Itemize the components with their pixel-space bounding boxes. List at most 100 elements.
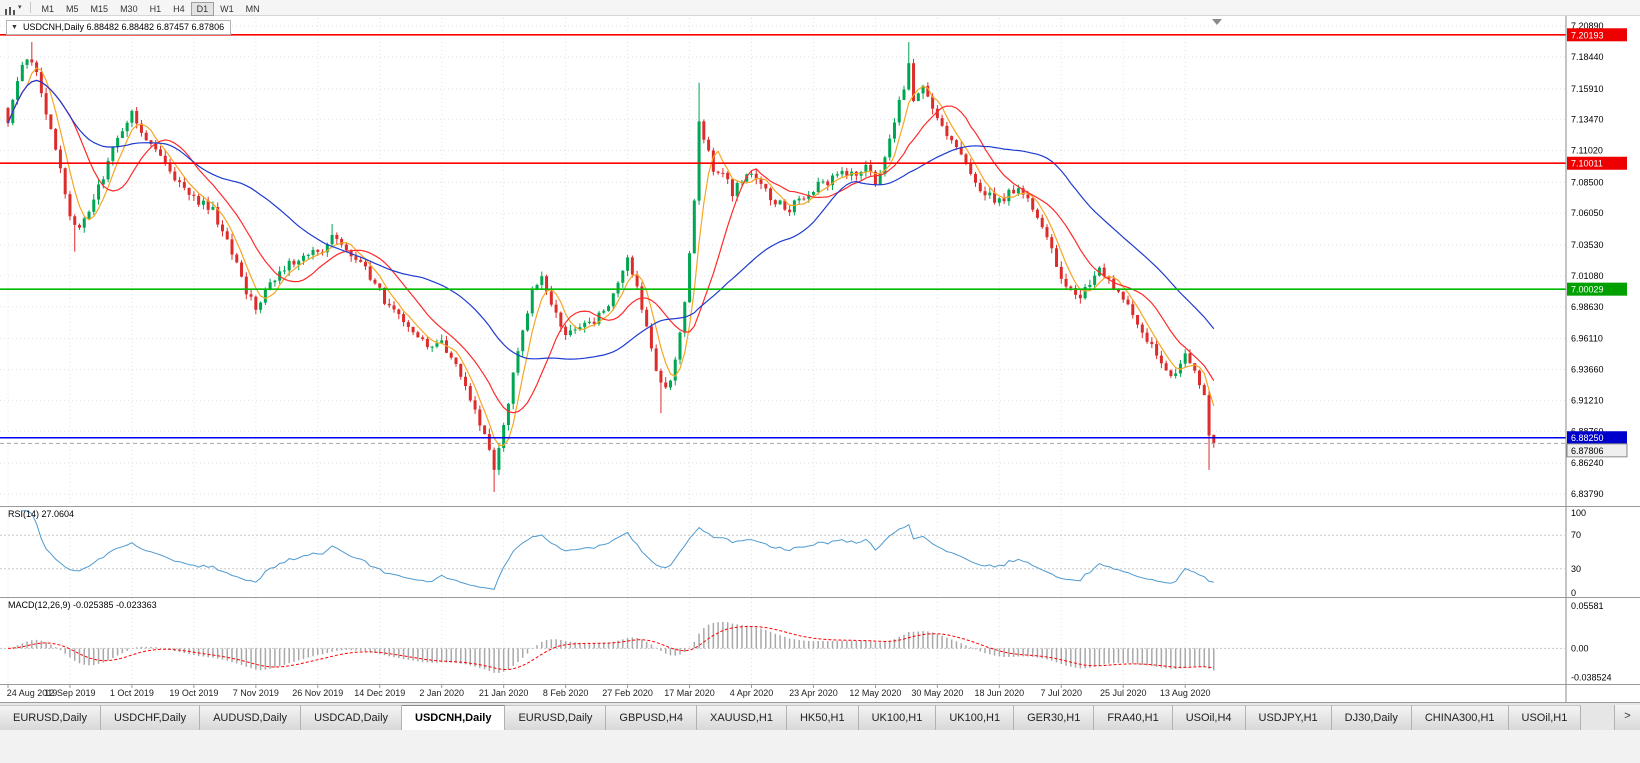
chart-tab-usdchf-daily[interactable]: USDCHF,Daily xyxy=(100,705,201,730)
timeframe-buttons: M1 M5 M15 M30 H1 H4 D1 W1 MN xyxy=(36,0,266,17)
macd-signal-line xyxy=(7,626,1214,670)
timeframe-mn-button[interactable]: MN xyxy=(240,2,266,16)
svg-text:7 Jul 2020: 7 Jul 2020 xyxy=(1041,688,1083,698)
rsi-header-label: RSI(14) 27.0604 xyxy=(8,509,74,519)
symbol-ohlc-text: USDCNH,Daily 6.88482 6.88482 6.87457 6.8… xyxy=(22,22,225,32)
svg-text:7.11020: 7.11020 xyxy=(1571,146,1603,156)
price-chart-canvas[interactable]: 7.20890 7.18440 7.15910 7.13470 7.11020 7.085… xyxy=(0,16,1640,702)
chart-tab-bar: EURUSD,Daily USDCHF,Daily AUDUSD,Daily USDC… xyxy=(0,702,1640,730)
chart-tabs: EURUSD,Daily USDCHF,Daily AUDUSD,Daily USDC… xyxy=(0,705,1614,730)
macd-panel: MACD(12,26,9) -0.025385 -0.023363 0.05581… xyxy=(0,597,1640,682)
price-axis[interactable]: 7.20890 7.18440 7.15910 7.13470 7.11020 7.085… xyxy=(1565,16,1640,702)
svg-text:1 Oct 2019: 1 Oct 2019 xyxy=(110,688,154,698)
chart-tab-usdjpy-h1[interactable]: USDJPY,H1 xyxy=(1245,705,1332,730)
svg-text:17 Mar 2020: 17 Mar 2020 xyxy=(664,688,715,698)
svg-text:7 Nov 2019: 7 Nov 2019 xyxy=(233,688,279,698)
chart-tab-china300-h1[interactable]: CHINA300,H1 xyxy=(1411,705,1509,730)
svg-text:7.13470: 7.13470 xyxy=(1571,115,1604,125)
svg-text:0.00: 0.00 xyxy=(1571,643,1589,653)
svg-text:8 Feb 2020: 8 Feb 2020 xyxy=(543,688,589,698)
svg-text:4 Apr 2020: 4 Apr 2020 xyxy=(730,688,774,698)
chart-tab-hk50-h1[interactable]: HK50,H1 xyxy=(786,705,859,730)
chart-tab-dj30-daily[interactable]: DJ30,Daily xyxy=(1331,705,1412,730)
svg-text:7.03530: 7.03530 xyxy=(1571,240,1604,250)
svg-text:0: 0 xyxy=(1571,588,1576,598)
svg-text:21 Jan 2020: 21 Jan 2020 xyxy=(479,688,529,698)
timeframe-toolbar: ▾ M1 M5 M15 M30 H1 H4 D1 W1 MN xyxy=(0,0,1640,16)
timeframe-h1-button[interactable]: H1 xyxy=(144,2,168,16)
svg-text:0.05581: 0.05581 xyxy=(1571,601,1604,611)
svg-text:7.06050: 7.06050 xyxy=(1571,208,1604,218)
svg-text:6.88250: 6.88250 xyxy=(1571,433,1604,443)
svg-text:-0.038524: -0.038524 xyxy=(1571,672,1612,682)
chart-tab-usdcnh-daily[interactable]: USDCNH,Daily xyxy=(402,705,506,730)
medium-ma-line xyxy=(7,79,1215,414)
window-bottom-strip xyxy=(0,730,1640,763)
chart-shift-marker[interactable] xyxy=(1212,19,1222,25)
candlesticks xyxy=(6,42,1216,492)
one-click-trading-expander[interactable]: ▼ xyxy=(11,24,18,31)
svg-text:7.20890: 7.20890 xyxy=(1571,21,1604,31)
svg-text:6.91210: 6.91210 xyxy=(1571,395,1604,405)
svg-text:19 Oct 2019: 19 Oct 2019 xyxy=(169,688,218,698)
svg-text:30 May 2020: 30 May 2020 xyxy=(911,688,963,698)
chart-tab-usoil-h4[interactable]: USOil,H4 xyxy=(1172,705,1246,730)
chart-tab-uk100-h1[interactable]: UK100,H1 xyxy=(936,705,1015,730)
price-badge-7.00029: 7.00029 xyxy=(1567,282,1627,296)
chart-tab-uk100-h1[interactable]: UK100,H1 xyxy=(858,705,937,730)
svg-text:14 Dec 2019: 14 Dec 2019 xyxy=(354,688,405,698)
price-badge-6.88250: 6.88250 xyxy=(1567,431,1627,445)
svg-text:6.93660: 6.93660 xyxy=(1571,364,1604,374)
symbol-ohlc-header: ▼ USDCNH,Daily 6.88482 6.88482 6.87457 6… xyxy=(6,20,232,35)
svg-text:7.10011: 7.10011 xyxy=(1571,159,1603,169)
price-badge-7.20193: 7.20193 xyxy=(1567,28,1627,42)
chart-tab-gbpusd-h4[interactable]: GBPUSD,H4 xyxy=(606,705,697,730)
chart-background xyxy=(0,16,1640,702)
svg-text:18 Jun 2020: 18 Jun 2020 xyxy=(975,688,1025,698)
svg-text:7.20193: 7.20193 xyxy=(1571,30,1604,40)
svg-text:6.98630: 6.98630 xyxy=(1571,302,1604,312)
slow-ma-line xyxy=(7,79,1215,360)
timeframe-m15-button[interactable]: M15 xyxy=(85,2,115,16)
svg-text:7.18440: 7.18440 xyxy=(1571,52,1604,62)
timeframe-h4-button[interactable]: H4 xyxy=(167,2,191,16)
chart-tab-xauusd-h1[interactable]: XAUUSD,H1 xyxy=(696,705,787,730)
svg-text:2 Jan 2020: 2 Jan 2020 xyxy=(419,688,464,698)
timeframe-w1-button[interactable]: W1 xyxy=(214,2,240,16)
chart-tab-ger30-h1[interactable]: GER30,H1 xyxy=(1014,705,1095,730)
tab-scroll-right-button[interactable]: > xyxy=(1614,705,1640,730)
price-badge-7.10011: 7.10011 xyxy=(1567,156,1627,170)
timeframe-m30-button[interactable]: M30 xyxy=(114,2,144,16)
chart-tab-usdcad-daily[interactable]: USDCAD,Daily xyxy=(301,705,403,730)
chart-area: 7.20890 7.18440 7.15910 7.13470 7.11020 7.085… xyxy=(0,16,1640,702)
chart-type-icon[interactable] xyxy=(4,3,16,15)
rsi-line xyxy=(22,510,1214,590)
svg-text:7.15910: 7.15910 xyxy=(1571,84,1604,94)
chart-tab-fra40-h1[interactable]: FRA40,H1 xyxy=(1094,705,1173,730)
toolbar-separator xyxy=(29,2,31,13)
chart-tab-eurusd-daily[interactable]: EURUSD,Daily xyxy=(505,705,607,730)
svg-text:30: 30 xyxy=(1571,564,1581,574)
svg-text:100: 100 xyxy=(1571,508,1586,518)
timeframe-d1-button[interactable]: D1 xyxy=(190,1,215,16)
fast-ma-line xyxy=(7,67,1215,447)
chart-tab-usoil-h1[interactable]: USOil,H1 xyxy=(1508,705,1582,730)
svg-text:27 Feb 2020: 27 Feb 2020 xyxy=(602,688,653,698)
chart-tab-eurusd-daily[interactable]: EURUSD,Daily xyxy=(0,705,101,730)
svg-text:7.08500: 7.08500 xyxy=(1571,177,1604,187)
svg-text:12 May 2020: 12 May 2020 xyxy=(849,688,901,698)
rsi-panel: RSI(14) 27.0604 100 70 30 0 xyxy=(0,506,1640,598)
horizontal-level-lines xyxy=(0,33,1566,444)
timeframe-m1-button[interactable]: M1 xyxy=(36,2,61,16)
svg-text:6.86240: 6.86240 xyxy=(1571,458,1604,468)
macd-header-label: MACD(12,26,9) -0.025385 -0.023363 xyxy=(8,600,157,610)
timeframe-m5-button[interactable]: M5 xyxy=(60,2,85,16)
svg-text:23 Apr 2020: 23 Apr 2020 xyxy=(789,688,838,698)
chart-tab-audusd-daily[interactable]: AUDUSD,Daily xyxy=(200,705,302,730)
svg-text:12 Sep 2019: 12 Sep 2019 xyxy=(44,688,95,698)
svg-text:7.01080: 7.01080 xyxy=(1571,271,1604,281)
chart-type-dropdown-caret[interactable]: ▾ xyxy=(18,3,22,11)
svg-text:6.83790: 6.83790 xyxy=(1571,489,1604,499)
